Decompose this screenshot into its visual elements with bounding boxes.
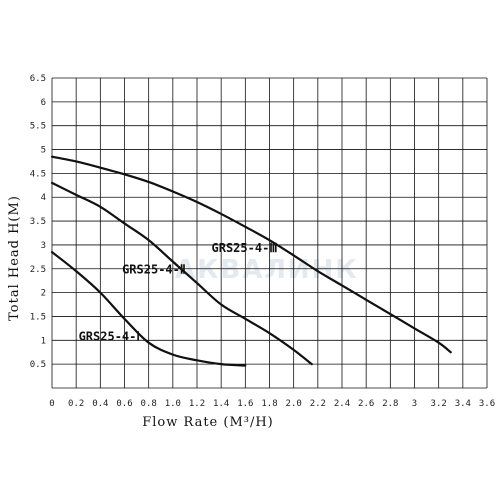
y-tick-label: 6.5 [30,74,46,84]
series-label-3: GRS25-4-Ⅲ [212,241,278,255]
x-tick-label: 2.6 [358,399,374,409]
y-tick-label: 6 [41,98,46,108]
x-tick-label: 2.2 [310,399,326,409]
x-tick-label: 3.4 [455,399,471,409]
y-tick-label: 4.5 [30,169,46,179]
x-axis-title: Flow Rate (M³/H) [142,415,274,430]
curves [50,155,452,367]
series-line-1 [50,250,247,367]
x-tick-label: 1.6 [237,399,253,409]
x-tick-label: 1.0 [165,399,181,409]
tick-labels: 0 0.2 0.4 0.6 0.8 1.0 1.2 1.4 1.6 1.8 2.0 2.2 2.4 2.6… [30,74,495,409]
grid [51,77,488,389]
x-tick-label: 2.4 [334,399,350,409]
x-tick-label: 0.8 [141,399,157,409]
y-tick-label: 2 [41,289,46,299]
x-tick-label: 1.8 [261,399,277,409]
y-tick-label: 2.5 [30,265,46,275]
y-tick-label: 0.5 [30,360,46,370]
x-tick-label: 0.4 [92,399,108,409]
x-tick-label: 2.8 [382,399,398,409]
y-tick-label: 5 [41,146,46,156]
y-tick-label: 5.5 [30,122,46,132]
watermark-text: АКВАЛИНК [175,255,359,285]
series-line-3 [50,155,452,354]
series-label-2: GRS25-4-Ⅱ [122,263,186,277]
x-tick-label: 0.2 [68,399,84,409]
x-tick-label: 3.6 [479,399,495,409]
series-label-1: GRS25-4-Ⅰ [79,329,140,343]
x-tick-label: 2.0 [286,399,302,409]
y-tick-label: 1 [41,336,46,346]
y-tick-label: 3 [41,241,46,251]
x-tick-label: 1.4 [213,399,229,409]
x-tick-label: 0 [49,399,54,409]
y-tick-label: 1.5 [30,312,46,322]
y-tick-label: 3.5 [30,217,46,227]
series-line-2 [50,181,313,366]
x-tick-label: 3 [412,399,417,409]
x-tick-label: 0.6 [116,399,132,409]
x-tick-label: 3.2 [431,399,447,409]
y-axis-title: Total Head H(M) [7,195,22,321]
curve-labels: GRS25-4-Ⅰ GRS25-4-Ⅱ GRS25-4-Ⅲ [79,241,278,343]
y-tick-label: 4 [41,193,46,203]
x-tick-label: 1.2 [189,399,205,409]
